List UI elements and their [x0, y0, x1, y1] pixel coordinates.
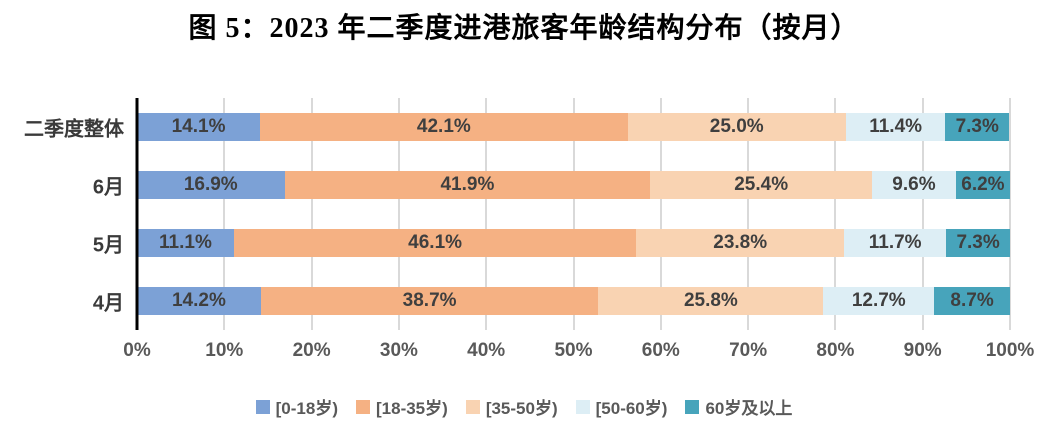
legend-item: [50-60岁) — [575, 394, 668, 419]
legend-label: [35-50岁) — [485, 399, 558, 418]
x-tick-label: 80% — [816, 340, 855, 361]
bar-segment: 11.7% — [844, 229, 947, 257]
bar-segment-value: 42.1% — [416, 116, 471, 137]
legend-swatch — [465, 399, 480, 414]
bar-segment: 9.6% — [872, 171, 956, 199]
bar-segment: 8.7% — [934, 287, 1010, 315]
bar-segment: 16.9% — [137, 171, 285, 199]
bar-row-3: 11.1% 46.1% 23.8% 11.7% 7.3% — [137, 229, 1010, 257]
bar-segment-value: 11.7% — [868, 232, 922, 253]
gridline — [223, 98, 226, 330]
bar-segment-value: 6.2% — [961, 174, 1005, 195]
x-axis-ticks: 0% 10% 20% 30% 40% 50% 60% 70% 80% 90% 100% — [123, 340, 1034, 368]
legend-label: [18-35岁) — [376, 399, 448, 418]
y-axis-line — [135, 98, 139, 330]
bar-segment: 6.2% — [955, 171, 1010, 199]
y-category-label: 二季度整体 — [24, 118, 124, 141]
gridline — [834, 98, 837, 330]
legend-label: [0-18岁) — [275, 399, 338, 418]
x-tick-label: 90% — [903, 340, 942, 361]
y-axis-labels: 二季度整体 6月 5月 4月 — [0, 98, 130, 330]
x-tick-label: 10% — [205, 340, 244, 361]
y-category-label: 4月 — [92, 292, 124, 315]
bar-segment: 41.9% — [284, 171, 651, 199]
bar-segment-value: 25.8% — [683, 290, 738, 311]
legend-swatch — [575, 399, 590, 414]
bar-segment: 11.4% — [845, 113, 946, 141]
bar-segment-value: 16.9% — [183, 174, 238, 195]
x-tick-label: 30% — [379, 340, 418, 361]
bar-segment: 46.1% — [233, 229, 637, 257]
gridline — [1009, 98, 1011, 330]
bar-segment-value: 7.3% — [956, 232, 1000, 253]
legend-swatch — [356, 399, 370, 414]
bar-segment-value: 11.1% — [159, 232, 212, 253]
bar-segment: 38.7% — [260, 287, 599, 315]
y-category-label: 6月 — [92, 176, 124, 199]
gridline — [659, 98, 662, 330]
x-tick-label: 20% — [292, 340, 331, 361]
x-tick-label: 60% — [641, 340, 680, 361]
bar-segment-value: 25.0% — [709, 116, 764, 137]
bar-segment: 14.2% — [137, 287, 261, 315]
bar-segment-value: 8.7% — [950, 290, 994, 311]
legend-swatch — [685, 399, 700, 414]
bar-row-4: 14.2% 38.7% 25.8% 12.7% 8.7% — [137, 287, 1010, 315]
gridline — [397, 98, 400, 330]
bar-segment-value: 14.2% — [171, 290, 226, 311]
bar-segment: 25.0% — [627, 113, 846, 141]
x-tick-label: 50% — [554, 340, 593, 361]
gridline — [572, 98, 575, 330]
gridline — [921, 98, 924, 330]
bar-segment-value: 46.1% — [408, 232, 463, 253]
bar-segment: 25.4% — [650, 171, 873, 199]
bar-segment-value: 23.8% — [713, 232, 768, 253]
bar-segment-value: 41.9% — [440, 174, 495, 195]
bar-segment-value: 25.4% — [734, 174, 789, 195]
x-tick-label: 70% — [729, 340, 768, 361]
x-tick-label: 100% — [985, 340, 1035, 361]
legend-item: [35-50岁) — [465, 394, 558, 419]
gridline — [485, 98, 488, 330]
y-category-label: 5月 — [92, 234, 124, 257]
legend-swatch — [255, 399, 270, 414]
bar-segment: 7.3% — [946, 229, 1010, 257]
bar-segment: 14.1% — [137, 113, 261, 141]
legend: [0-18岁) [18-35岁) [35-50岁) [50-60岁) 60岁及以上 — [0, 394, 1048, 419]
legend-label: 60岁及以上 — [705, 399, 793, 418]
bar-segment-value: 11.4% — [869, 116, 923, 137]
bar-segment-value: 38.7% — [402, 290, 457, 311]
bar-segment: 25.8% — [598, 287, 824, 315]
bar-segment: 11.1% — [137, 229, 234, 257]
bar-row-2: 16.9% 41.9% 25.4% 9.6% 6.2% — [137, 171, 1010, 199]
bar-segment-value: 12.7% — [851, 290, 906, 311]
x-tick-label: 0% — [123, 340, 151, 361]
legend-item: [18-35岁) — [356, 394, 448, 419]
bar-row-1: 14.1% 42.1% 25.0% 11.4% 7.3% — [137, 113, 1010, 141]
bar-segment: 12.7% — [823, 287, 935, 315]
legend-item: [0-18岁) — [255, 394, 338, 419]
chart-title: 图 5：2023 年二季度进港旅客年龄结构分布（按月） — [188, 13, 860, 44]
x-tick-label: 40% — [467, 340, 506, 361]
gridline — [310, 98, 313, 330]
plot-area: 14.1% 42.1% 25.0% 11.4% 7.3% 16.9% 41.9% 25.4% 9… — [135, 98, 1011, 330]
gridline — [747, 98, 750, 330]
bar-segment: 7.3% — [945, 113, 1010, 141]
bar-segment-value: 14.1% — [171, 116, 226, 137]
bar-segment: 42.1% — [260, 113, 628, 141]
bar-segment: 23.8% — [636, 229, 845, 257]
legend-label: [50-60岁) — [595, 399, 668, 418]
legend-item: 60岁及以上 — [685, 394, 792, 419]
bar-segment-value: 9.6% — [892, 174, 936, 195]
bar-segment-value: 7.3% — [955, 116, 999, 137]
